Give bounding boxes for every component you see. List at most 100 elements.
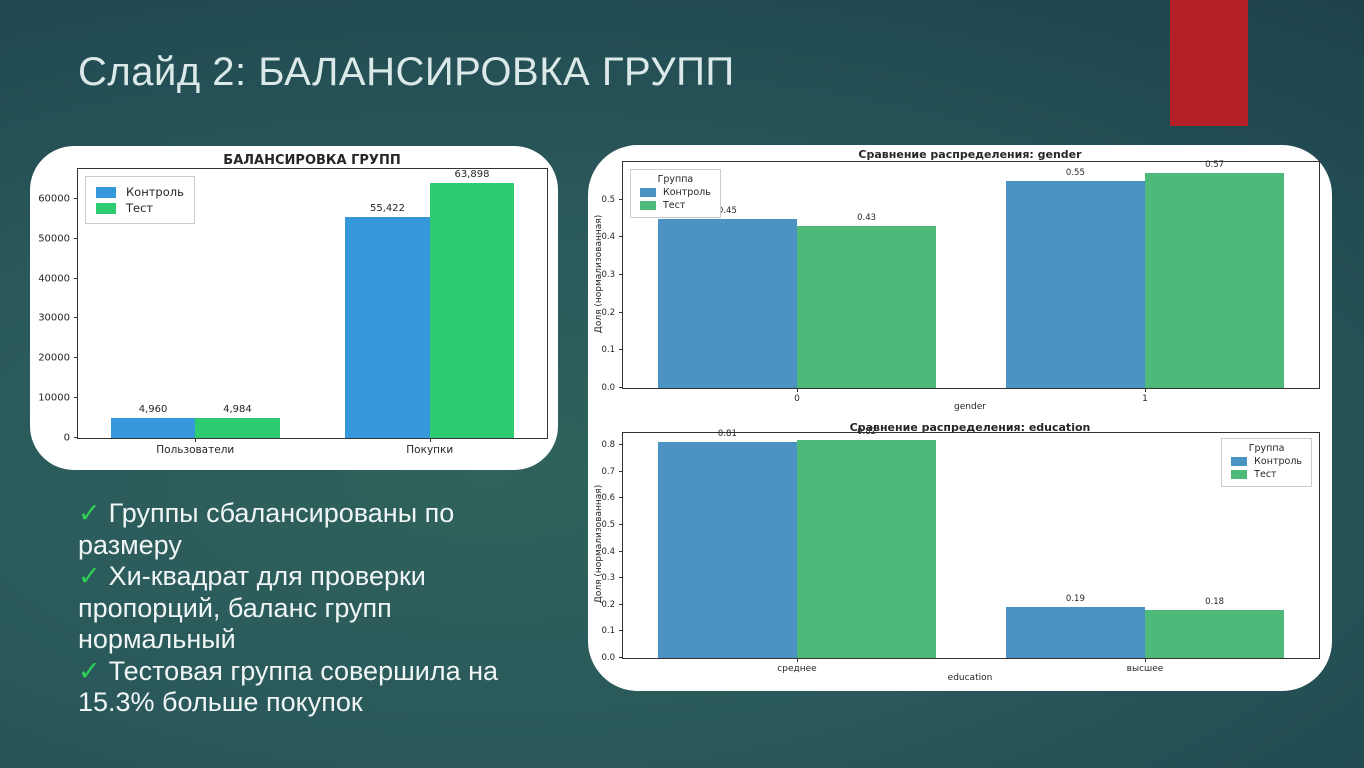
x-tick-mark (429, 438, 431, 442)
legend: Группа Контроль Тест (1221, 438, 1312, 487)
bar-Тест-1 (1145, 173, 1285, 388)
chart-title: Сравнение распределения: gender (858, 148, 1082, 161)
y-tick-label: 0.2 (601, 599, 615, 610)
chart-title: БАЛАНСИРОВКА ГРУПП (223, 153, 401, 168)
bar-value-label: 0.43 (857, 213, 877, 224)
bar-Контроль-0 (657, 218, 797, 388)
y-tick-label: 0.0 (601, 383, 615, 393)
y-tick-label: 20000 (38, 352, 70, 364)
legend-entry-Тест: Тест (96, 201, 184, 215)
y-tick-mark (619, 603, 623, 605)
x-tick-mark (1145, 658, 1146, 662)
legend-swatch (640, 201, 656, 210)
y-tick-label: 0 (63, 432, 70, 444)
balance-chart-card: БАЛАНСИРОВКА ГРУПП 0 10000 20000 30000 40000… (30, 146, 558, 470)
x-tick-mark (797, 658, 798, 662)
legend-entry-Тест: Тест (640, 200, 711, 211)
legend-swatch (1231, 470, 1248, 479)
check-icon: ✓ (78, 655, 101, 686)
y-tick-mark (619, 497, 623, 499)
bar-value-label: 0.45 (717, 205, 737, 216)
y-tick-label: 0.5 (601, 194, 615, 205)
x-tick-label: высшее (1126, 664, 1164, 674)
y-tick-label: 30000 (38, 312, 70, 324)
y-tick-mark (74, 237, 78, 239)
y-tick-mark (619, 236, 623, 238)
legend-entry-Тест: Тест (1231, 469, 1302, 480)
legend-label: Тест (126, 201, 154, 215)
x-axis-label: education (947, 673, 993, 683)
legend-swatch (96, 186, 116, 198)
x-tick-label: Пользователи (156, 444, 235, 456)
y-tick-mark (619, 198, 623, 200)
y-tick-label: 0.5 (601, 519, 615, 530)
bar-Контроль-1 (1005, 180, 1145, 388)
plot-area: 0.0 0.1 0.2 0.3 0.4 0.5 0 0.45 0.43 1 0.55 0.57 Груп… (601, 160, 1320, 404)
y-tick-mark (619, 443, 623, 445)
legend-label: Контроль (663, 187, 711, 198)
checklist-item-text: Хи-квадрат для проверки пропорций, балан… (78, 561, 426, 654)
legend-swatch (96, 202, 116, 214)
y-tick-mark (74, 437, 78, 438)
x-tick-mark (195, 438, 197, 442)
checklist-item-text: Тестовая группа совершила на 15.3% больш… (78, 655, 499, 718)
y-tick-mark (619, 550, 623, 552)
y-tick-mark (619, 274, 623, 275)
y-tick-label: 40000 (38, 273, 70, 285)
legend-entry-Контроль: Контроль (640, 187, 711, 198)
y-tick-mark (619, 387, 623, 388)
bar-Тест-среднее (797, 439, 937, 658)
bar-value-label: 4,984 (223, 404, 252, 416)
bar-value-label: 0.55 (1065, 167, 1085, 178)
bar-Тест-0 (797, 226, 937, 388)
plot-area: 0 10000 20000 30000 40000 50000 60000 Пользоват… (38, 168, 548, 456)
y-tick-label: 50000 (38, 233, 70, 245)
legend-title: Группа (1248, 443, 1285, 454)
legend-swatch (640, 188, 656, 197)
checklist-item: ✓ Хи-квадрат для проверки пропорций, бала… (78, 561, 533, 656)
checklist: ✓ Группы сбалансированы по размеру ✓ Хи-кв… (78, 498, 533, 719)
y-tick-label: 0.8 (601, 439, 615, 450)
bar-value-label: 63,898 (454, 169, 490, 181)
x-tick-mark (797, 388, 798, 392)
checklist-item: ✓ Группы сбалансированы по размеру (78, 498, 533, 561)
check-icon: ✓ (78, 498, 101, 528)
bar-Контроль-среднее (657, 442, 797, 658)
education-distribution-chart: Сравнение распределения: education Доля … (588, 418, 1332, 691)
legend-entry-Контроль: Контроль (1231, 456, 1302, 467)
bar-value-label: 4,960 (138, 404, 168, 416)
gender-distribution-chart: Сравнение распределения: gender Доля (но… (588, 145, 1332, 418)
y-tick-mark (619, 470, 623, 472)
plot-area: 0.0 0.1 0.2 0.3 0.4 0.5 0.6 0.7 0.8 среднее 0.81 0.… (601, 427, 1320, 674)
x-tick-label: 0 (794, 394, 800, 404)
y-tick-mark (74, 397, 78, 399)
bar-Тест-высшее (1145, 610, 1285, 658)
y-tick-label: 0.2 (601, 307, 615, 318)
bar-value-label: 0.18 (1205, 597, 1225, 608)
legend: Группа Контроль Тест (630, 169, 721, 218)
bar-value-label: 55,422 (370, 203, 406, 215)
legend-label: Контроль (126, 185, 184, 199)
y-tick-label: 0.4 (601, 232, 615, 243)
y-tick-label: 0.3 (601, 573, 615, 584)
y-tick-label: 0.1 (601, 345, 615, 356)
x-tick-label: среднее (777, 664, 817, 674)
y-tick-label: 60000 (38, 193, 70, 205)
y-tick-mark (619, 577, 623, 579)
y-tick-label: 0.3 (601, 270, 615, 280)
x-axis-label: gender (954, 402, 986, 412)
legend: Контроль Тест (85, 176, 195, 224)
x-tick-mark (1145, 388, 1146, 392)
balance-bar-chart: БАЛАНСИРОВКА ГРУПП 0 10000 20000 30000 40000… (30, 146, 558, 470)
y-tick-mark (74, 317, 78, 319)
y-tick-mark (74, 357, 78, 359)
y-tick-label: 0.1 (601, 626, 615, 637)
y-tick-mark (74, 277, 78, 279)
y-tick-mark (619, 523, 623, 525)
legend-label: Тест (663, 200, 686, 211)
y-tick-mark (619, 630, 623, 632)
slide-title: Слайд 2: БАЛАНСИРОВКА ГРУПП (78, 50, 735, 94)
bar-Тест-Пользователи (195, 418, 280, 438)
y-tick-label: 0.0 (601, 653, 615, 663)
